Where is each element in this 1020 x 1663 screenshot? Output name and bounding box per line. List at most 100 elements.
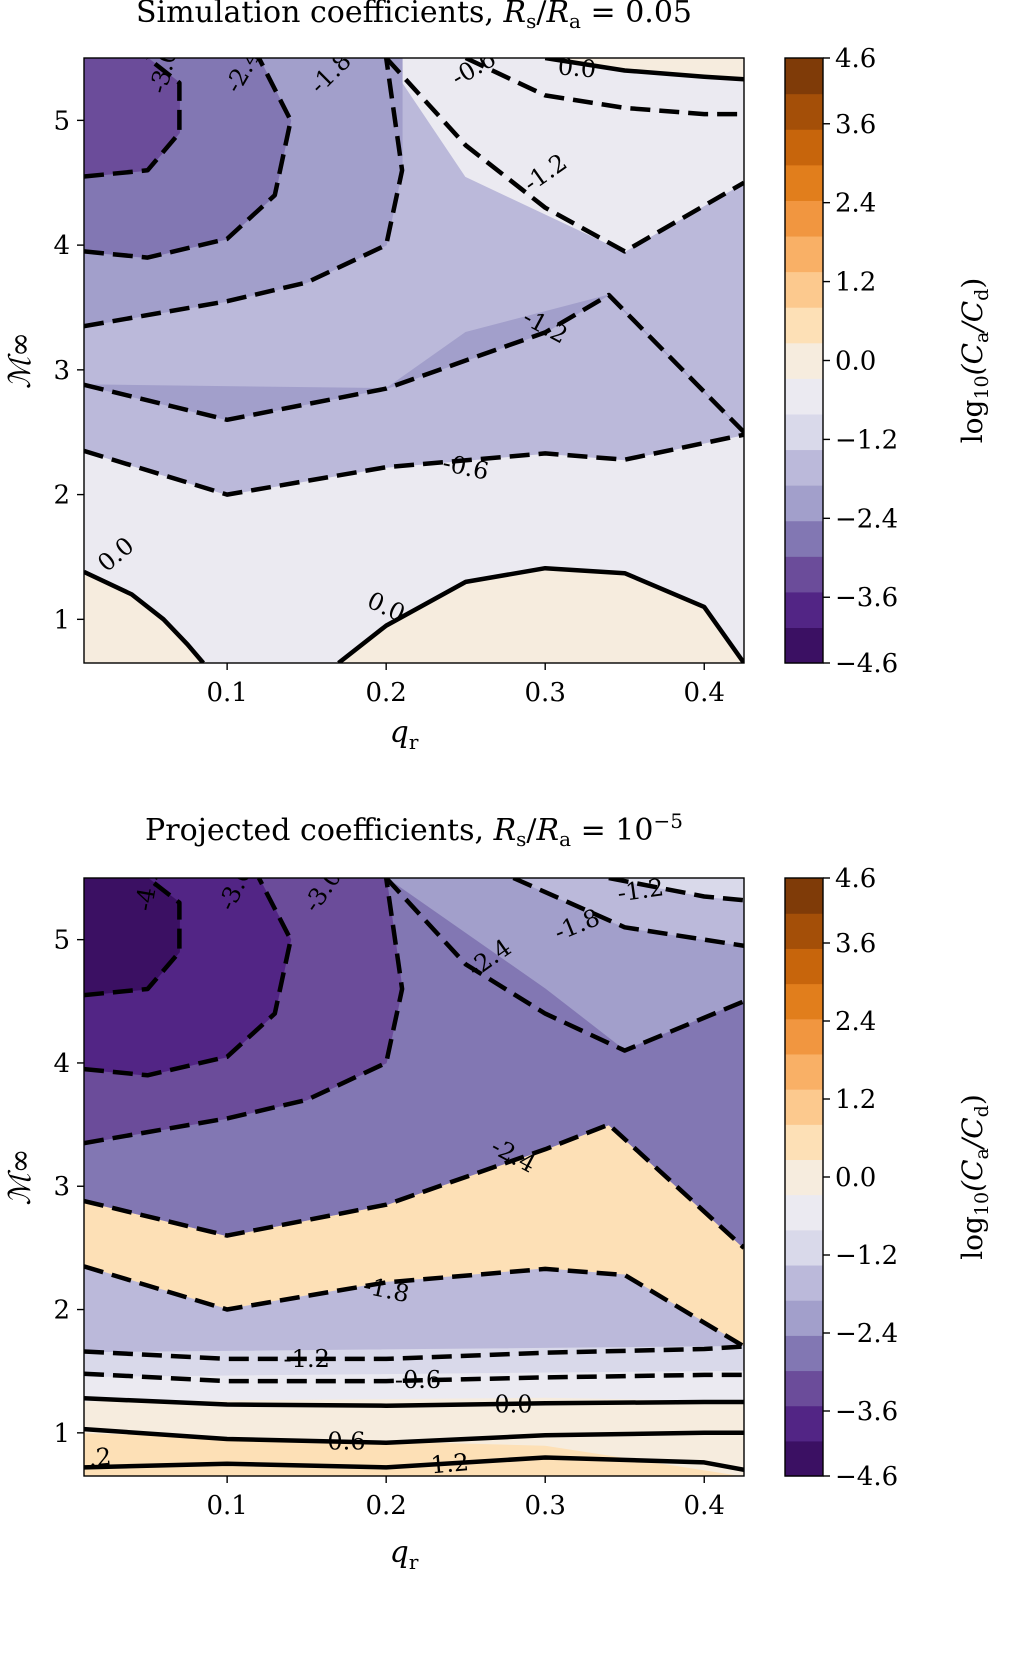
colorbar-segment	[785, 1300, 823, 1336]
x-axis-label-subscript: r	[409, 730, 419, 754]
colorbar-segment	[785, 1053, 823, 1090]
chart-title-value: = 10	[571, 813, 653, 848]
contour-line-m3_0	[84, 878, 405, 1146]
colorbar-segment	[785, 556, 823, 593]
contour-label: 0.0	[557, 52, 597, 83]
contour-label-group: -0.6	[395, 1366, 441, 1394]
colorbar-segment	[785, 591, 823, 629]
contour-label: -0.6	[395, 1366, 441, 1394]
chart-panel-2: Projected coefficients, Rs/Ra = 10−5 .2 1.…	[3, 809, 993, 1574]
colorbar-tick-label: 1.2	[835, 268, 876, 298]
colorbar-segment	[785, 1440, 823, 1477]
x-tick-label: 0.1	[206, 678, 247, 708]
contour-line-m1_2	[84, 292, 744, 434]
colorbar-segment	[785, 1264, 823, 1301]
chart-title-subscript: a	[569, 9, 581, 33]
colorbar-label-close: )	[956, 1094, 989, 1105]
colorbar-segment	[785, 520, 823, 557]
colorbar-tick-label: −2.4	[835, 1319, 898, 1349]
chart-title-subscript: s	[516, 827, 526, 851]
contour-label: 1.2	[430, 1448, 470, 1479]
colorbar-segment	[785, 1370, 823, 1407]
contour-label-group: .2	[87, 1443, 112, 1473]
colorbar-segment	[785, 878, 823, 914]
x-tick-label: 0.3	[525, 1491, 566, 1521]
contour-label-group: 0.0	[494, 1391, 532, 1419]
contour-line-0_0	[337, 565, 744, 663]
colorbar-label-log: log	[956, 399, 989, 443]
colorbar-segment	[785, 413, 823, 451]
colorbar-segment	[785, 1159, 823, 1196]
colorbar-label-ca: (C	[956, 1160, 989, 1192]
x-axis-label: qr	[390, 1535, 419, 1574]
colorbar-label-sub-d: d	[971, 1105, 993, 1117]
colorbar-tick-label: 2.4	[835, 189, 876, 219]
x-tick-label: 0.3	[525, 678, 566, 708]
y-tick-label: 4	[53, 1049, 70, 1079]
chart-title-prefix: Simulation coefficients,	[136, 0, 504, 30]
colorbar-segment	[785, 271, 823, 308]
colorbar-segment	[785, 913, 823, 949]
chart-title-subscript: s	[526, 9, 536, 33]
contour-label: 0.0	[494, 1391, 532, 1419]
contour-line-m1_2	[384, 58, 744, 254]
colorbar-tick-label: −1.2	[835, 425, 898, 455]
chart-title-value: = 0.05	[581, 0, 692, 30]
colorbar-tick-label: −3.6	[835, 583, 898, 613]
contour-line-m2_4	[84, 58, 293, 260]
colorbar-segment	[785, 1194, 823, 1231]
colorbar-tick-label: 3.6	[835, 110, 876, 140]
contour-line-m3_0	[84, 58, 182, 179]
colorbar-segment	[785, 627, 823, 664]
contour-line-m1_2	[608, 878, 744, 903]
y-axis-label: ℳ∞	[3, 1148, 38, 1205]
x-tick-label: 0.2	[365, 678, 406, 708]
contour-label-group: 0.6	[327, 1428, 365, 1456]
contour-label-group: 0.0	[557, 52, 597, 84]
colorbar-segment	[785, 129, 823, 166]
contour-line-0_0	[84, 1396, 744, 1408]
plot-frame	[83, 57, 745, 664]
colorbar-segment	[785, 983, 823, 1020]
chart-title: Projected coefficients, Rs/Ra = 10−5	[145, 809, 683, 851]
colorbar-segment	[785, 1124, 823, 1161]
contour-line-0_6	[84, 1426, 744, 1445]
y-tick-label: 2	[53, 1296, 70, 1326]
contour-line-m0_6	[84, 1371, 744, 1384]
plot-area: 0.00.0-0.6-1.2-1.2-0.6 0.0-1.8-2.4-3.0	[84, 52, 744, 663]
colorbar-tick-label: −4.6	[835, 649, 898, 679]
chart-title: Simulation coefficients, Rs/Ra = 0.05	[136, 0, 692, 33]
y-tick-label: 3	[53, 1172, 70, 1202]
x-tick-label: 0.4	[684, 678, 725, 708]
contour-line-m2_4	[84, 1122, 744, 1250]
colorbar-label-close: )	[956, 278, 989, 289]
contour-line-0_0	[544, 58, 744, 82]
contour-label: -1.2	[284, 1345, 330, 1373]
colorbar-tick-label: 0.0	[835, 347, 876, 377]
contour-line-0_0	[84, 569, 206, 663]
chart-title-prefix: Projected coefficients,	[145, 813, 494, 848]
contour-line-m0_6	[464, 58, 744, 117]
y-tick-label: 1	[53, 1419, 70, 1449]
x-tick-label: 0.4	[684, 1491, 725, 1521]
contour-label: 0.6	[327, 1428, 365, 1456]
colorbar-segment	[785, 164, 823, 201]
colorbar-segment	[785, 93, 823, 130]
colorbar-segment	[785, 200, 823, 237]
colorbar-label: log10(Ca/Cd)	[956, 278, 993, 444]
colorbar-label-base: 10	[971, 1192, 993, 1216]
colorbar-segment	[785, 342, 823, 379]
colorbar-tick-label: 4.6	[835, 864, 876, 894]
chart-panel-1: Simulation coefficients, Rs/Ra = 0.05 0.0…	[3, 0, 993, 754]
colorbar-label-base: 10	[971, 375, 993, 399]
y-axis-label: ℳ∞	[3, 332, 38, 389]
y-tick-label: 4	[53, 231, 70, 261]
chart-title-symbol: R	[493, 813, 517, 848]
contour-line-m1_2	[84, 1344, 744, 1362]
colorbar-label-sub-a: a	[971, 332, 993, 343]
colorbar-segment	[785, 378, 823, 415]
x-tick-label: 0.2	[365, 1491, 406, 1521]
contour-line-m3_6	[84, 878, 293, 1078]
colorbar-tick-label: −1.2	[835, 1241, 898, 1271]
